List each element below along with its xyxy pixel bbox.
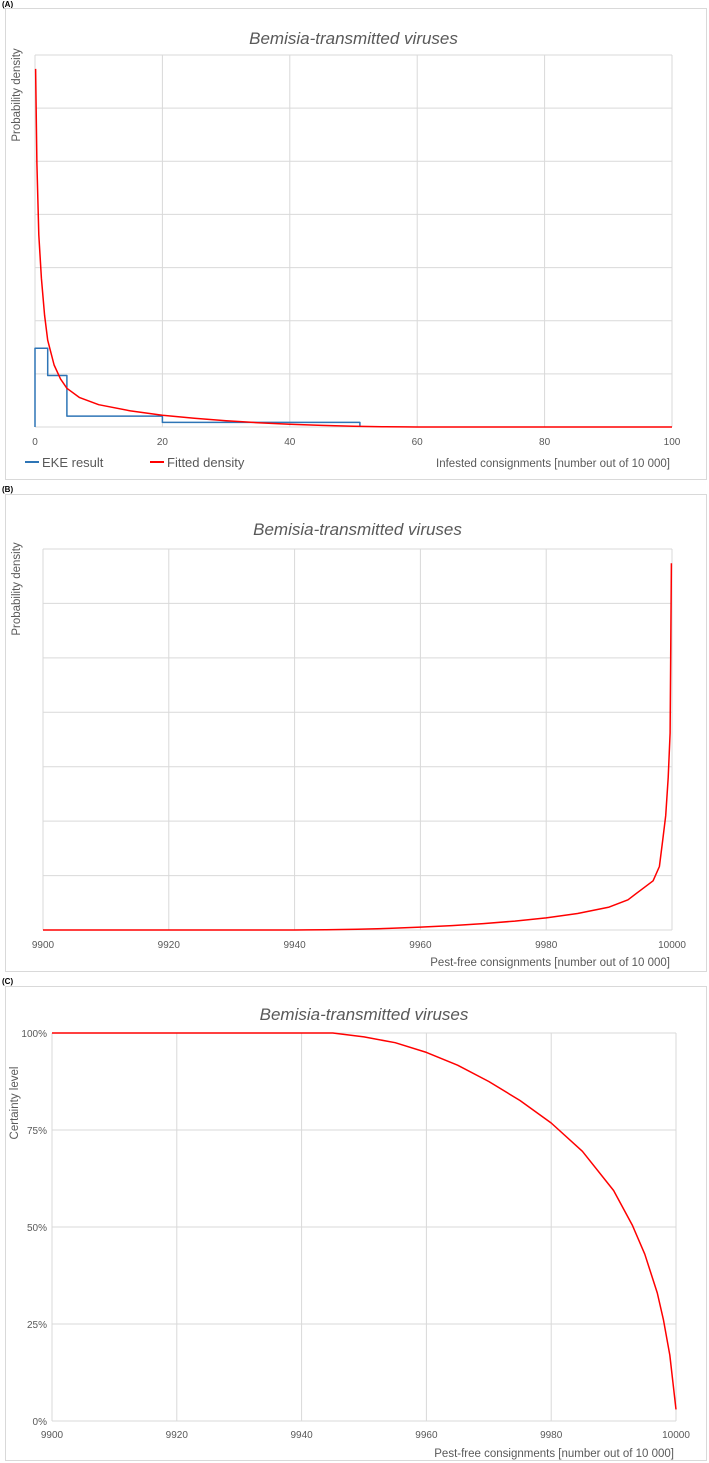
y-axis-label: Probability density	[11, 48, 23, 142]
x-axis-label: Infested consignments [number out of 10 …	[436, 458, 670, 470]
chart-b-svg: Bemisia-transmitted viruses 9900 9920 9940 9…	[5, 494, 707, 972]
y-tick-label: 50%	[27, 1223, 47, 1234]
y-axis-label: Certainty level	[9, 1067, 21, 1140]
legend-label: EKE result	[42, 455, 104, 470]
x-tick-label: 9980	[535, 940, 558, 951]
x-tick-label: 10000	[658, 940, 686, 951]
series-line-fitted-density	[34, 68, 672, 428]
chart-frame	[5, 986, 707, 1461]
x-tick-label: 9960	[415, 1430, 438, 1441]
chart-a-svg: Bemisia-transmitted viruses 0 20 40 60 80 100 P…	[5, 8, 707, 480]
x-tick-label: 9940	[290, 1430, 313, 1441]
x-tick-label: 60	[412, 437, 424, 448]
x-tick-label: 10000	[662, 1430, 690, 1441]
x-tick-label: 9960	[409, 940, 432, 951]
series-line-fitted-density	[43, 563, 673, 931]
chart-b: Bemisia-transmitted viruses 9900 9920 9940 9…	[5, 494, 707, 972]
chart-frame	[5, 494, 707, 972]
x-tick-label: 9900	[41, 1430, 64, 1441]
panel-a-label: (A)	[2, 0, 14, 9]
x-tick-label: 0	[32, 437, 38, 448]
chart-c: Bemisia-transmitted viruses 9900 9920 9940 9…	[5, 986, 707, 1461]
x-tick-label: 80	[539, 437, 551, 448]
y-tick-label: 0%	[33, 1417, 48, 1428]
chart-title: Bemisia-transmitted viruses	[249, 29, 458, 48]
x-tick-label: 9920	[158, 940, 181, 951]
y-tick-label: 75%	[27, 1126, 47, 1137]
chart-title: Bemisia-transmitted viruses	[253, 520, 462, 539]
x-tick-label: 9980	[540, 1430, 563, 1441]
y-axis-label: Probability density	[11, 542, 23, 636]
y-tick-label: 100%	[21, 1029, 47, 1040]
x-tick-label: 9900	[32, 940, 55, 951]
x-tick-label: 9920	[166, 1430, 189, 1441]
x-axis-label: Pest-free consignments [number out of 10…	[430, 957, 670, 969]
chart-c-svg: Bemisia-transmitted viruses 9900 9920 9940 9…	[5, 986, 707, 1461]
y-tick-label: 25%	[27, 1320, 47, 1331]
x-tick-label: 20	[157, 437, 169, 448]
x-tick-label: 40	[284, 437, 296, 448]
series-line-certainty-level	[52, 1032, 677, 1410]
panel-b-label: (B)	[2, 485, 14, 494]
x-axis-label: Pest-free consignments [number out of 10…	[434, 1448, 674, 1460]
x-tick-label: 9940	[283, 940, 306, 951]
chart-a: Bemisia-transmitted viruses 0 20 40 60 80 100 P…	[5, 8, 707, 480]
x-tick-label: 100	[664, 437, 681, 448]
legend-label: Fitted density	[167, 455, 245, 470]
chart-title: Bemisia-transmitted viruses	[260, 1005, 469, 1024]
panel-c-label: (C)	[2, 977, 14, 986]
chart-frame	[5, 8, 707, 480]
